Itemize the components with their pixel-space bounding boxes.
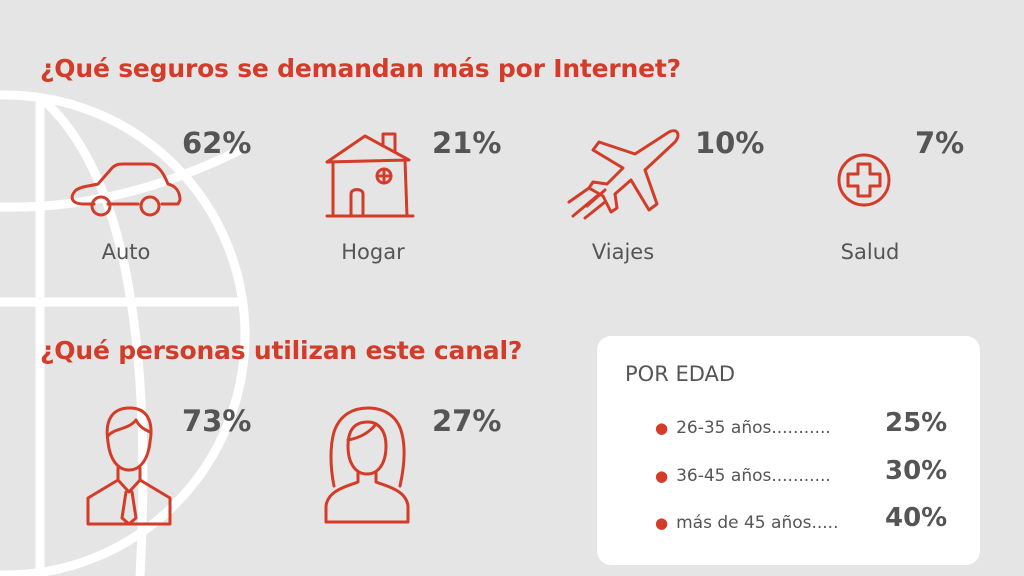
bullet-icon: ● [655,514,669,532]
age-row-value: 40% [885,503,948,533]
age-row-value: 30% [885,456,948,486]
airplane-icon [567,129,680,220]
age-row-label: ● 26-35 años........... [655,418,831,438]
auto-percent: 62% [182,126,252,160]
globe-icon [0,90,250,576]
salud-label: Salud [840,240,900,264]
age-range-label: 26-35 años........... [676,418,831,438]
women-percent: 27% [432,404,502,438]
medical-cross-icon [837,153,891,207]
auto-label: Auto [101,240,151,264]
age-breakdown-card: POR EDAD ● 26-35 años........... 25% ● 36-… [597,336,980,565]
section2-title: ¿Qué personas utilizan este canal? [40,336,523,365]
age-range-label: más de 45 años..... [676,513,839,533]
house-icon [325,132,415,218]
hogar-label: Hogar [341,240,405,264]
men-percent: 73% [182,404,252,438]
age-range-label: 36-45 años........... [676,466,831,486]
age-row-label: ● 36-45 años........... [655,466,831,486]
viajes-label: Viajes [591,240,655,264]
hogar-percent: 21% [432,126,502,160]
section1-title: ¿Qué seguros se demandan más por Interne… [40,54,681,83]
viajes-percent: 10% [695,126,765,160]
man-icon [86,406,172,526]
car-icon [70,162,182,217]
age-box-title: POR EDAD [625,362,736,386]
age-row-label: ● más de 45 años..... [655,513,839,533]
bullet-icon: ● [655,419,669,437]
bullet-icon: ● [655,467,669,485]
age-row-value: 25% [885,408,948,438]
woman-icon [324,406,410,524]
salud-percent: 7% [915,126,965,160]
